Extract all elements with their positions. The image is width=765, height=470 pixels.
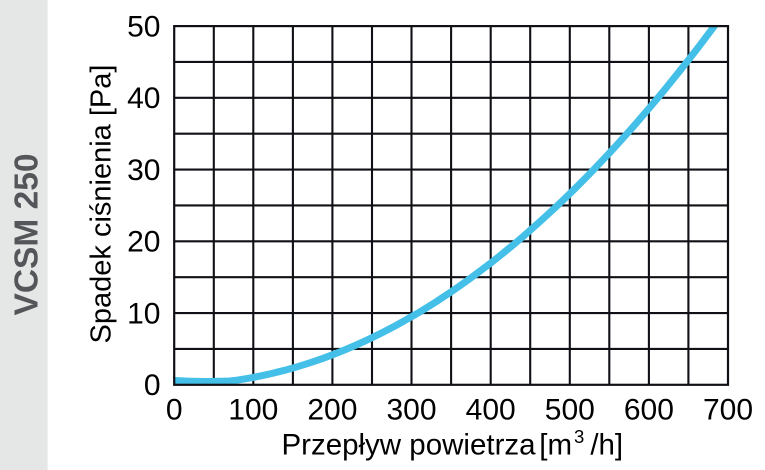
svg-text:20: 20 <box>127 226 160 259</box>
svg-text:300: 300 <box>386 394 436 427</box>
svg-text:100: 100 <box>228 394 278 427</box>
svg-text:Przepływ powietrza [m3/h]: Przepływ powietrza [m 3/h] <box>281 426 623 462</box>
svg-text:40: 40 <box>127 82 160 115</box>
svg-text:200: 200 <box>307 394 357 427</box>
svg-text:Spadek ciśnienia [Pa]: Spadek ciśnienia [Pa] <box>86 65 118 344</box>
svg-text:600: 600 <box>624 394 674 427</box>
svg-text:0: 0 <box>166 394 183 427</box>
svg-text:0: 0 <box>144 369 161 402</box>
svg-text:400: 400 <box>466 394 516 427</box>
svg-text:VCSM 250: VCSM 250 <box>9 154 46 316</box>
svg-text:700: 700 <box>703 394 753 427</box>
svg-text:10: 10 <box>127 297 160 330</box>
svg-text:50: 50 <box>127 10 160 43</box>
svg-text:30: 30 <box>127 154 160 187</box>
svg-text:500: 500 <box>545 394 595 427</box>
